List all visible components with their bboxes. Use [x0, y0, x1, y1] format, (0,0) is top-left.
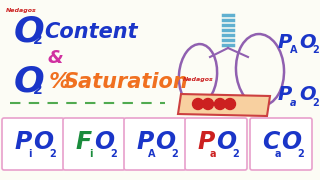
FancyBboxPatch shape	[185, 118, 247, 170]
Polygon shape	[178, 94, 270, 116]
Text: 2: 2	[312, 45, 319, 55]
Text: O: O	[94, 130, 114, 154]
Text: P: P	[278, 33, 292, 51]
Text: i: i	[28, 149, 32, 159]
Text: 2: 2	[172, 149, 178, 159]
Text: 2: 2	[33, 33, 43, 47]
Text: 2: 2	[111, 149, 117, 159]
Text: a: a	[275, 149, 281, 159]
Text: &: &	[48, 49, 64, 67]
Text: C: C	[262, 130, 280, 154]
Text: 2: 2	[298, 149, 304, 159]
Text: O: O	[33, 130, 53, 154]
Text: a: a	[290, 98, 297, 108]
Text: A: A	[290, 45, 298, 55]
Text: O: O	[299, 33, 316, 51]
Text: O: O	[14, 15, 45, 49]
Text: O: O	[281, 130, 301, 154]
Text: O: O	[155, 130, 175, 154]
Text: F: F	[76, 130, 92, 154]
Text: P: P	[278, 86, 292, 105]
Text: O: O	[299, 86, 316, 105]
Text: Content: Content	[44, 22, 138, 42]
Circle shape	[214, 98, 226, 109]
Circle shape	[193, 98, 204, 109]
Text: Saturation: Saturation	[64, 72, 189, 92]
Text: Nedagos: Nedagos	[183, 78, 213, 82]
Circle shape	[203, 98, 213, 109]
Text: 2: 2	[50, 149, 56, 159]
Text: P: P	[136, 130, 154, 154]
Text: 2: 2	[312, 98, 319, 108]
Text: 2: 2	[33, 83, 43, 97]
FancyBboxPatch shape	[250, 118, 312, 170]
Text: P: P	[14, 130, 32, 154]
Text: O: O	[14, 65, 45, 99]
Circle shape	[225, 98, 236, 109]
Text: A: A	[148, 149, 156, 159]
Text: O: O	[216, 130, 236, 154]
Text: Nedagos: Nedagos	[6, 8, 37, 13]
Text: %: %	[42, 72, 70, 92]
Text: P: P	[197, 130, 215, 154]
FancyBboxPatch shape	[124, 118, 186, 170]
FancyBboxPatch shape	[63, 118, 125, 170]
FancyBboxPatch shape	[2, 118, 64, 170]
Text: a: a	[210, 149, 216, 159]
Text: i: i	[89, 149, 93, 159]
Text: 2: 2	[233, 149, 239, 159]
